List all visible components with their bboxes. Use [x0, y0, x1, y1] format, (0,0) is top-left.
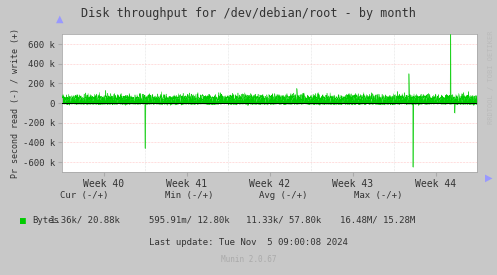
Text: Cur (-/+): Cur (-/+)	[60, 191, 109, 200]
Text: Min (-/+): Min (-/+)	[165, 191, 213, 200]
Text: ■: ■	[20, 216, 26, 226]
Text: 16.48M/ 15.28M: 16.48M/ 15.28M	[340, 216, 415, 225]
Text: ▲: ▲	[56, 13, 64, 23]
Text: ▶: ▶	[485, 172, 492, 182]
Text: 595.91m/ 12.80k: 595.91m/ 12.80k	[149, 216, 229, 225]
Text: 11.33k/ 57.80k: 11.33k/ 57.80k	[246, 216, 321, 225]
Y-axis label: Pr second read (-) / write (+): Pr second read (-) / write (+)	[11, 28, 20, 178]
Text: Bytes: Bytes	[32, 216, 59, 225]
Text: 1.36k/ 20.88k: 1.36k/ 20.88k	[50, 216, 119, 225]
Text: Avg (-/+): Avg (-/+)	[259, 191, 308, 200]
Text: Munin 2.0.67: Munin 2.0.67	[221, 255, 276, 264]
Text: RRDTOOL / TOBI OETIKER: RRDTOOL / TOBI OETIKER	[488, 30, 494, 124]
Text: Disk throughput for /dev/debian/root - by month: Disk throughput for /dev/debian/root - b…	[81, 7, 416, 20]
Text: Last update: Tue Nov  5 09:00:08 2024: Last update: Tue Nov 5 09:00:08 2024	[149, 238, 348, 247]
Text: Max (-/+): Max (-/+)	[353, 191, 402, 200]
